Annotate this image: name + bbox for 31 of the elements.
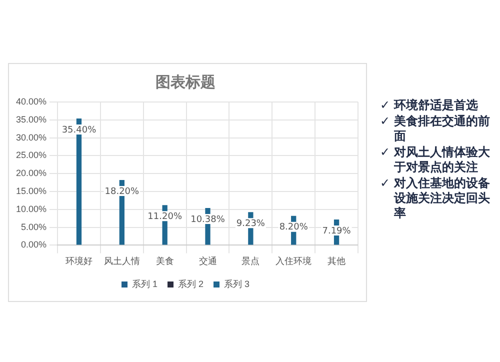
text: 9.23%: [236, 219, 265, 229]
x-tick-label: 风土人情: [104, 256, 140, 266]
text: 11.20%: [148, 212, 182, 222]
text: ✓ 对风土人情体验大于对景点的关注: [380, 145, 492, 175]
x-tick-label: 其他: [328, 256, 346, 266]
y-tick-label: 20.00%: [16, 168, 47, 178]
x-tick-label: 交通: [198, 256, 217, 266]
y-tick-label: 5.00%: [20, 222, 47, 232]
x-tick-label: 美食: [156, 256, 174, 266]
legend-label: 系列 1: [132, 278, 158, 289]
legend-label: 系列 2: [178, 278, 204, 289]
y-tick-label: 40.00%: [16, 96, 47, 106]
x-tick-label: 景点: [242, 256, 260, 266]
text: 10.38%: [190, 214, 225, 225]
x-tick-label: 入住环境: [276, 256, 312, 266]
text: ✓ 美食排在交通的前面: [380, 114, 492, 144]
text: 8.20%: [279, 222, 308, 233]
text: 7.19%: [322, 226, 351, 236]
legend-label: 系列 3: [224, 278, 250, 289]
y-tick-label: 30.00%: [16, 132, 47, 142]
y-tick-label: 0.00%: [20, 240, 47, 250]
y-tick-label: 10.00%: [16, 204, 47, 214]
y-tick-label: 35.00%: [16, 114, 47, 124]
text: 18.20%: [104, 186, 140, 197]
text: ✓ 环境舒适是首选: [380, 98, 480, 113]
y-tick-label: 25.00%: [16, 150, 47, 160]
text: 35.40%: [62, 125, 96, 136]
x-tick-label: 环境好: [65, 256, 92, 266]
y-tick-label: 15.00%: [16, 186, 47, 196]
text: ✓ 对入住基地的设备设施关注决定回头率: [380, 176, 492, 221]
chart-title: 图表标题: [156, 72, 216, 91]
